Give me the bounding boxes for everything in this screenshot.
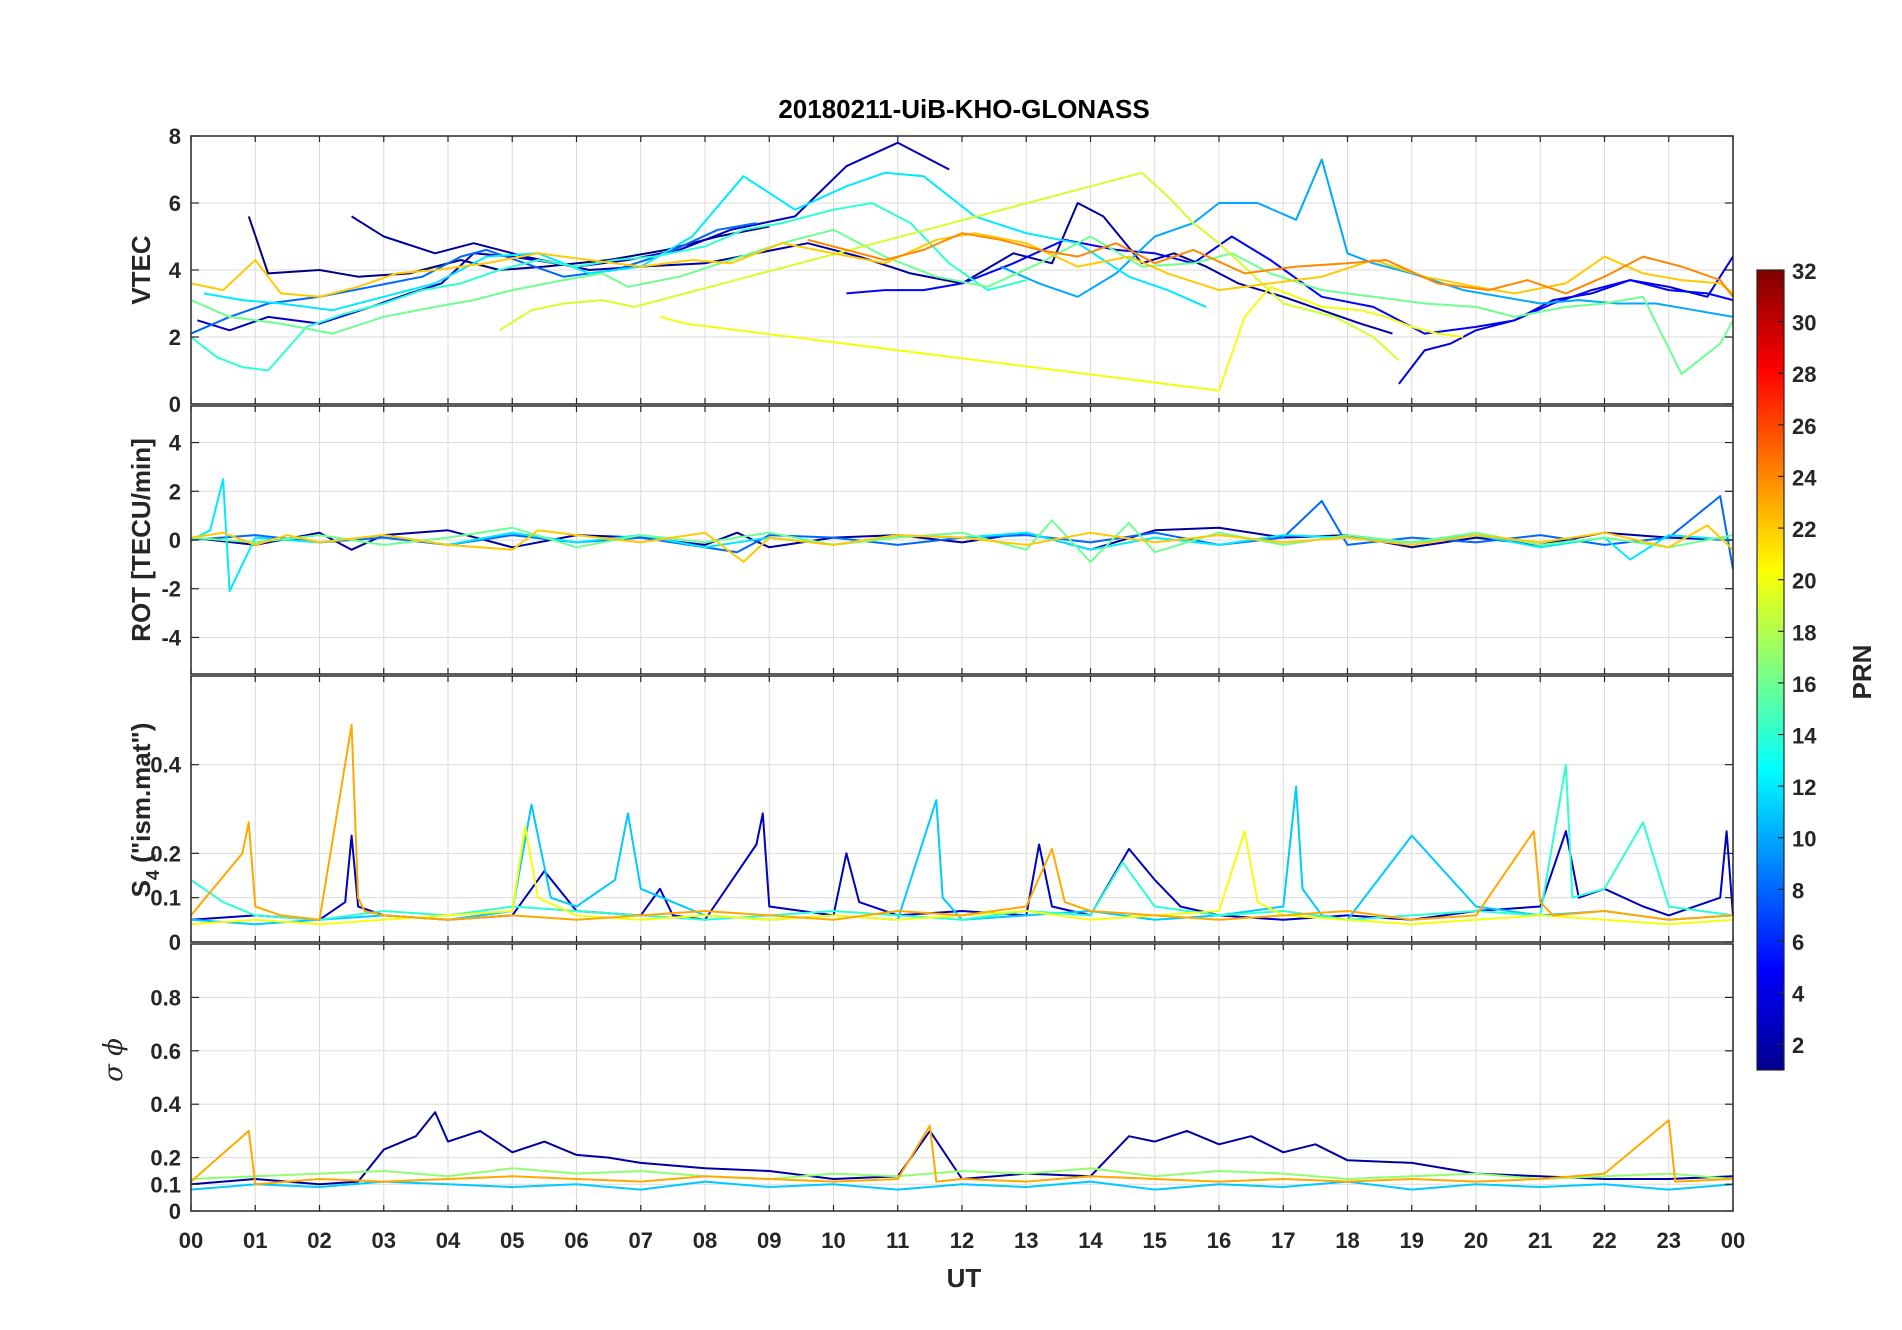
series-prn-24 bbox=[807, 232, 1734, 298]
colorbar-tick-label: 22 bbox=[1792, 517, 1816, 542]
y-tick-label: -4 bbox=[161, 625, 181, 650]
x-tick-label: 07 bbox=[629, 1228, 653, 1253]
rot-panel: -4 -2 0 2 4 ROT [TECU/min] bbox=[126, 405, 1734, 675]
y-tick-label: 4 bbox=[169, 258, 182, 283]
colorbar-tick-label: 16 bbox=[1792, 672, 1816, 697]
y-tick-label: 4 bbox=[169, 431, 182, 456]
s4-ylabel-sub: 4 bbox=[143, 870, 163, 880]
x-tick-label: 13 bbox=[1014, 1228, 1038, 1253]
x-tick-label: 18 bbox=[1335, 1228, 1359, 1253]
series-prn-11 bbox=[190, 785, 1734, 926]
x-tick-label: 09 bbox=[757, 1228, 781, 1253]
y-tick-label: 0.1 bbox=[150, 1172, 181, 1197]
x-axis-label: UT bbox=[947, 1263, 982, 1293]
y-tick-label: 0.8 bbox=[150, 985, 181, 1010]
y-tick-label: 0.6 bbox=[150, 1039, 181, 1064]
series-prn-23 bbox=[190, 723, 1734, 921]
y-tick-label: 0 bbox=[169, 528, 181, 553]
y-tick-label: 0.1 bbox=[150, 886, 181, 911]
x-tick-label: 10 bbox=[821, 1228, 845, 1253]
colorbar-tick-label: 4 bbox=[1792, 982, 1805, 1007]
series-prn-5 bbox=[846, 235, 1734, 335]
series-prn-16 bbox=[190, 228, 1734, 375]
x-tick-label: 04 bbox=[436, 1228, 461, 1253]
x-tick-label: 05 bbox=[500, 1228, 524, 1253]
colorbar-tick-label: 2 bbox=[1792, 1033, 1804, 1058]
s4-ylabel: S4 ("ism.mat") bbox=[126, 723, 163, 898]
x-tick-label: 00 bbox=[1721, 1228, 1745, 1253]
colorbar-tick-label: 26 bbox=[1792, 414, 1816, 439]
series-prn-14 bbox=[190, 763, 1734, 921]
y-tick-label: 0 bbox=[169, 930, 181, 955]
x-tick-label: 22 bbox=[1592, 1228, 1616, 1253]
colorbar-tick-label: 32 bbox=[1792, 259, 1816, 284]
s4-ylabel-main: S bbox=[126, 880, 156, 897]
rot-ylabel: ROT [TECU/min] bbox=[126, 438, 156, 642]
figure-title: 20180211-UiB-KHO-GLONASS bbox=[778, 94, 1149, 124]
x-tick-label: 06 bbox=[564, 1228, 588, 1253]
y-tick-label: -2 bbox=[161, 577, 181, 602]
colorbar-tick-label: 30 bbox=[1792, 311, 1816, 336]
series-prn-20 bbox=[659, 285, 1464, 392]
series-prn-4 bbox=[1398, 256, 1734, 385]
x-tick-label: 00 bbox=[179, 1228, 203, 1253]
x-tick-label: 12 bbox=[950, 1228, 974, 1253]
y-tick-label: 6 bbox=[169, 191, 181, 216]
y-tick-label: 0.4 bbox=[150, 753, 181, 778]
x-tick-label: 17 bbox=[1271, 1228, 1295, 1253]
vtec-ylabel: VTEC bbox=[126, 235, 156, 305]
colorbar-tick-label: 24 bbox=[1792, 465, 1817, 490]
colorbar-tick-label: 20 bbox=[1792, 569, 1816, 594]
colorbar-gradient bbox=[1756, 269, 1785, 1071]
x-tick-label: 16 bbox=[1207, 1228, 1231, 1253]
series-prn-12 bbox=[203, 171, 1207, 312]
series-prn-3 bbox=[197, 141, 950, 332]
s4-panel: 0 0.1 0.2 0.4 S4 ("ism.mat") bbox=[126, 675, 1734, 955]
sigma-phi-ylabel: σ ϕ bbox=[99, 1038, 129, 1082]
x-tick-label: 08 bbox=[693, 1228, 717, 1253]
series-prn-11 bbox=[190, 1180, 1734, 1191]
y-tick-label: 0 bbox=[169, 1199, 181, 1224]
series-prn-19 bbox=[498, 171, 1400, 362]
y-tick-label: 0.2 bbox=[150, 841, 181, 866]
y-tick-label: 8 bbox=[169, 124, 181, 149]
x-tick-label: 23 bbox=[1657, 1228, 1681, 1253]
x-tick-label: 21 bbox=[1528, 1228, 1552, 1253]
series-prn-23 bbox=[190, 1119, 1734, 1186]
y-tick-label: 2 bbox=[169, 325, 181, 350]
y-tick-label: 0 bbox=[169, 392, 181, 417]
x-tick-label: 11 bbox=[886, 1228, 909, 1253]
colorbar-tick-label: 18 bbox=[1792, 620, 1816, 645]
sigma-phi-panel: 00.10.2 0.4 0.6 0.8 σ ϕ bbox=[99, 943, 1734, 1224]
colorbar-tick-label: 10 bbox=[1792, 827, 1816, 852]
y-tick-label: 0.2 bbox=[150, 1146, 181, 1171]
x-tick-label: 01 bbox=[243, 1228, 267, 1253]
x-axis: 00 01 02 03 04 05 06 07 08 09 10 11 12 13 14 15 16 17 18 19… bbox=[179, 1228, 1745, 1253]
x-tick-label: 14 bbox=[1078, 1228, 1103, 1253]
y-tick-label: 0.4 bbox=[150, 1092, 181, 1117]
series-prn-14 bbox=[190, 202, 1027, 372]
x-tick-label: 20 bbox=[1464, 1228, 1488, 1253]
x-tick-label: 02 bbox=[307, 1228, 331, 1253]
series-prn-16 bbox=[190, 519, 1734, 563]
colorbar-tick-label: 14 bbox=[1792, 724, 1817, 749]
series-prn-10 bbox=[1000, 158, 1734, 318]
x-tick-label: 19 bbox=[1400, 1228, 1424, 1253]
x-tick-label: 15 bbox=[1143, 1228, 1167, 1253]
series-prn-22 bbox=[190, 524, 1734, 563]
colorbar-tick-label: 28 bbox=[1792, 362, 1816, 387]
colorbar-tick-label: 6 bbox=[1792, 930, 1804, 955]
vtec-panel: 0 2 4 6 8 VTEC bbox=[126, 124, 1734, 417]
colorbar-label: PRN bbox=[1847, 645, 1877, 700]
s4-ylabel-rest: ("ism.mat") bbox=[126, 723, 156, 870]
colorbar-tick-label: 12 bbox=[1792, 775, 1816, 800]
y-tick-label: 2 bbox=[169, 479, 181, 504]
series-prn-17 bbox=[190, 1167, 1734, 1180]
x-tick-label: 03 bbox=[372, 1228, 396, 1253]
colorbar-tick-label: 8 bbox=[1792, 878, 1804, 903]
